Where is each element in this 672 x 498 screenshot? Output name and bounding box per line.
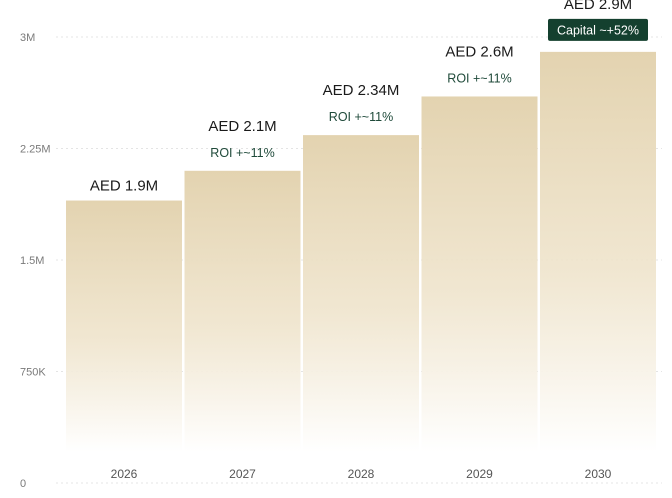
x-tick-label: 2026 <box>111 467 138 481</box>
y-tick-label: 750K <box>20 367 46 379</box>
roi-label: ROI +~11% <box>329 110 393 124</box>
capital-badge-label: Capital ~+52% <box>557 23 639 37</box>
roi-label: ROI +~11% <box>447 71 511 85</box>
value-label: AED 2.6M <box>445 43 513 60</box>
bar <box>303 135 419 452</box>
y-tick-label: 0 <box>20 478 26 490</box>
x-tick-label: 2030 <box>585 467 612 481</box>
bar <box>421 96 538 452</box>
bar <box>66 200 182 452</box>
y-tick-label: 2.25M <box>20 144 51 156</box>
y-tick-label: 3M <box>20 32 35 44</box>
x-tick-label: 2027 <box>229 467 256 481</box>
bar-labels: AED 1.9M AED 2.1M ROI +~11% AED 2.34M ROI +~… <box>90 0 648 195</box>
bars <box>66 51 656 453</box>
y-tick-label: 1.5M <box>20 255 44 267</box>
x-tick-label: 2029 <box>466 467 493 481</box>
value-label: AED 2.34M <box>323 82 400 99</box>
value-label: AED 1.9M <box>90 178 158 195</box>
roi-label: ROI +~11% <box>210 146 274 160</box>
bar <box>540 51 656 452</box>
bar <box>184 170 301 453</box>
x-axis-ticks: 2026 2027 2028 2029 2030 <box>111 467 612 481</box>
value-label: AED 2.9M <box>564 0 632 13</box>
capital-badge <box>548 18 648 41</box>
value-label: AED 2.1M <box>208 118 276 135</box>
x-tick-label: 2028 <box>348 467 375 481</box>
y-axis-ticks: 0 750K 1.5M 2.25M 3M <box>20 32 51 490</box>
